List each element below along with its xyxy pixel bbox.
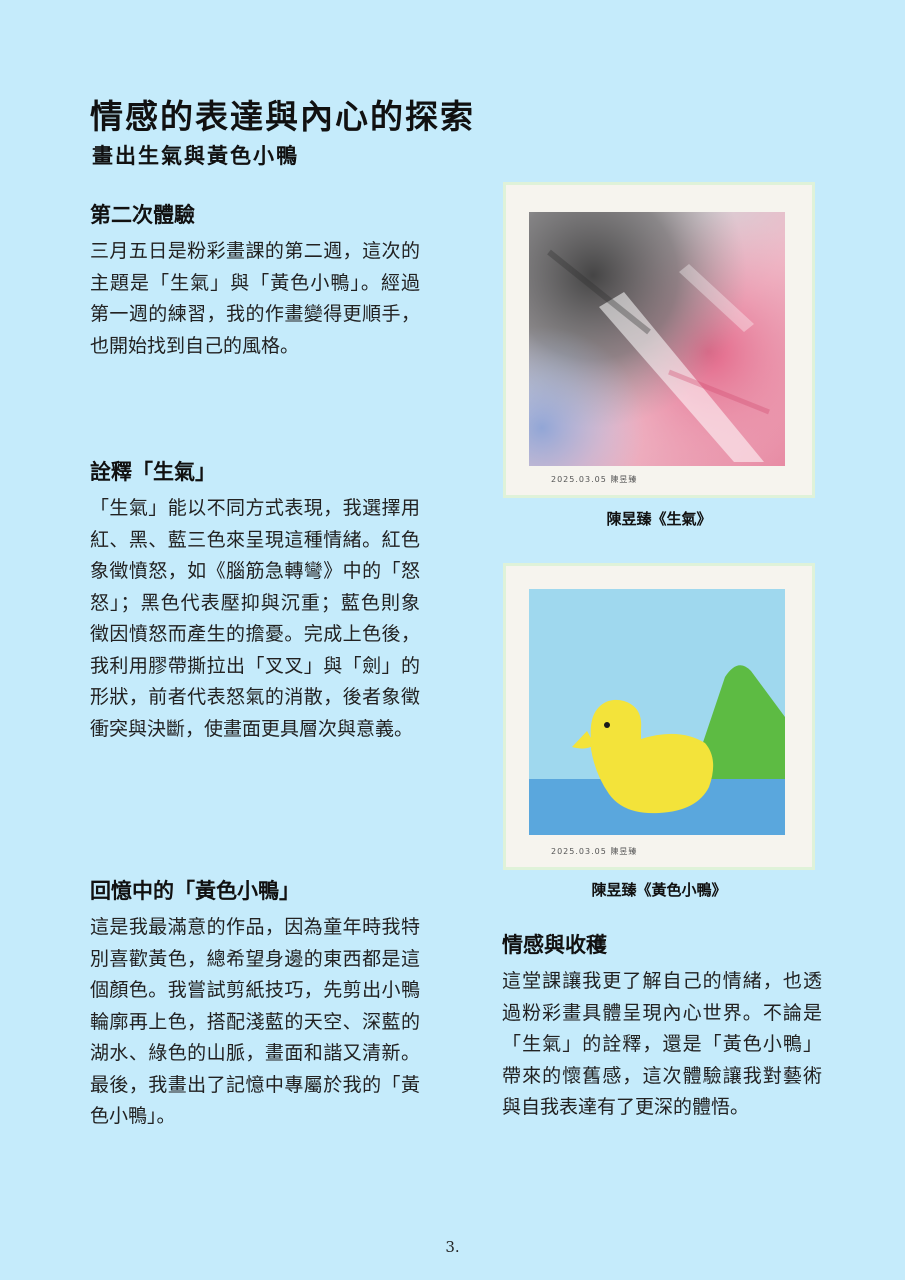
page-subtitle: 畫出生氣與黃色小鴨 <box>92 144 299 168</box>
section-heading: 詮釋「生氣」 <box>90 460 216 484</box>
section-duck: 回憶中的「黃色小鴨」 這是我最滿意的作品，因為童年時我特別喜歡黃色，總希望身邊的… <box>90 876 420 1133</box>
duck-painting-image <box>529 589 785 835</box>
section-anger: 詮釋「生氣」 「生氣」能以不同方式表現，我選擇用紅、黑、藍三色來呈現這種情緒。紅… <box>90 457 420 745</box>
section-body: 這是我最滿意的作品，因為童年時我特別喜歡黃色，總希望身邊的東西都是這個顏色。我嘗… <box>90 916 420 1127</box>
section-heading: 第二次體驗 <box>90 203 195 227</box>
section-body: 「生氣」能以不同方式表現，我選擇用紅、黑、藍三色來呈現這種情緒。紅色象徵憤怒，如… <box>90 497 420 740</box>
artwork-anger: 2025.03.05 陳昱臻 <box>503 182 815 498</box>
section-harvest: 情感與收穫 這堂課讓我更了解自己的情緒，也透過粉彩畫具體呈現內心世界。不論是「生… <box>502 930 822 1124</box>
page-title: 情感的表達與內心的探索 <box>90 97 475 136</box>
section-second-experience: 第二次體驗 三月五日是粉彩畫課的第二週，這次的主題是「生氣」與「黃色小鴨」。經過… <box>90 200 420 362</box>
section-heading: 情感與收穫 <box>502 933 607 957</box>
page-number: 3. <box>445 1238 460 1256</box>
section-heading: 回憶中的「黃色小鴨」 <box>90 879 300 903</box>
section-body: 三月五日是粉彩畫課的第二週，這次的主題是「生氣」與「黃色小鴨」。經過第一週的練習… <box>90 240 420 357</box>
anger-painting <box>529 212 785 466</box>
duck-signature: 2025.03.05 陳昱臻 <box>551 847 638 856</box>
section-body: 這堂課讓我更了解自己的情緒，也透過粉彩畫具體呈現內心世界。不論是「生氣」的詮釋，… <box>502 970 822 1118</box>
duck-painting <box>529 589 785 835</box>
artwork-duck: 2025.03.05 陳昱臻 <box>503 563 815 870</box>
anger-caption: 陳昱臻《生氣》 <box>606 510 712 528</box>
anger-painting-image <box>529 212 785 466</box>
duck-caption: 陳昱臻《黃色小鴨》 <box>591 881 727 899</box>
anger-signature: 2025.03.05 陳昱臻 <box>551 475 638 484</box>
